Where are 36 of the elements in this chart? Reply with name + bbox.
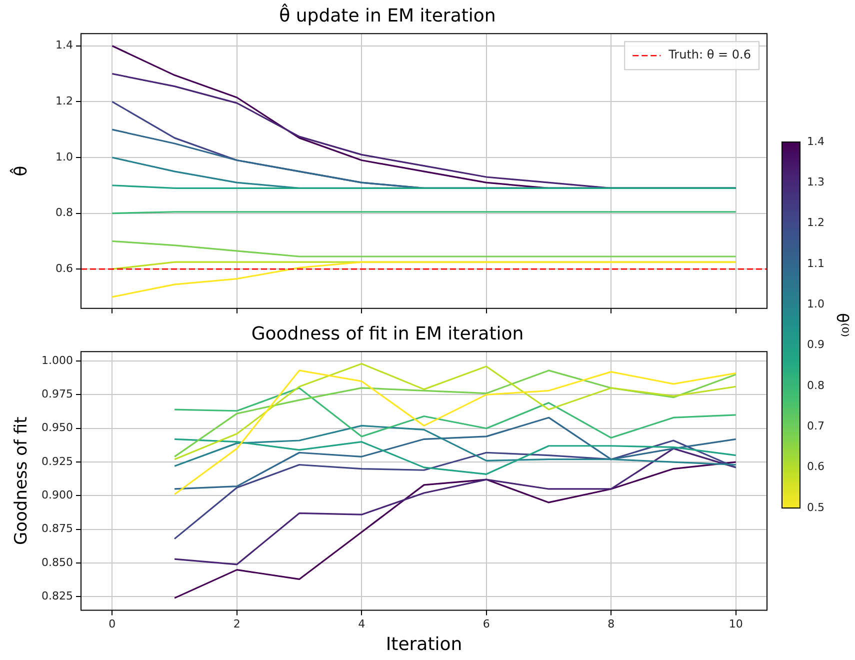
chart-title: θ̂ update in EM iteration [279,3,496,26]
y-tick-label: 1.4 [56,38,73,52]
x-tick-label: 10 [728,618,743,631]
color-bar-label: 0.9 [807,338,824,352]
x-tick-label: 0 [108,618,116,631]
y-axis-title: Goodness of fit [12,416,32,546]
y-tick-label: 1.2 [56,94,73,108]
y-tick-label: 0.925 [42,454,73,468]
y-tick-label: 0.950 [42,421,73,434]
chart-title: Goodness of fit in EM iteration [251,323,524,344]
y-tick-label: 0.825 [42,590,73,603]
x-tick-label: 6 [482,618,490,631]
y-tick-label: 0.850 [42,556,73,569]
x-tick-label: 8 [608,618,615,631]
y-tick-label: 1.000 [42,354,73,367]
color-bar-label: 1.3 [807,176,824,189]
x-tick-label: 2 [233,618,240,631]
color-bar-label: 1.2 [807,216,824,230]
x-tick-label: 4 [358,618,366,631]
y-tick-label: 0.975 [42,388,73,401]
color-bar-label: 0.8 [807,378,824,392]
color-bar-title: θ⁽⁰⁾ [833,312,852,338]
y-tick-label: 0.8 [56,206,73,220]
y-tick-label: 0.875 [42,522,73,536]
color-bar-label: 1.0 [807,298,824,311]
x-axis-title: Iteration [386,634,462,655]
color-bar-label: 0.7 [807,420,824,433]
y-tick-label: 0.6 [56,262,73,275]
color-bar-label: 1.1 [807,256,824,270]
color-bar-label: 1.4 [807,134,824,148]
legend-label: Truth: θ = 0.6 [668,48,752,62]
y-tick-label: 0.900 [42,488,73,502]
color-bar-label: 0.6 [807,460,824,474]
y-axis-title: θ̂ [10,166,32,176]
y-tick-label: 1.0 [56,150,73,164]
color-bar-label: 0.5 [807,500,824,514]
